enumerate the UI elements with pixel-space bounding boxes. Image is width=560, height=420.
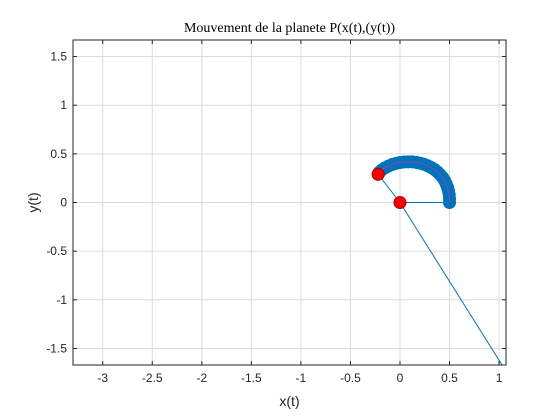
trajectory-segment [423, 163, 428, 167]
trajectory-segment [442, 177, 445, 181]
highlight-point [371, 167, 385, 181]
trajectory-segment [447, 187, 450, 192]
chart-title: Mouvement de la planete P(x(t),(y(t)) [184, 21, 395, 36]
x-axis-label: x(t) [279, 393, 299, 409]
trajectory-segment [444, 180, 447, 185]
x-tick-label: -1 [296, 371, 307, 385]
trajectory-segment [437, 171, 441, 175]
y-tick-label: -1 [56, 293, 67, 307]
x-tick-label: -3 [97, 371, 108, 385]
y-axis-label: y(t) [25, 192, 41, 212]
x-tick-label: -1.5 [241, 371, 262, 385]
x-tick-label: -0.5 [340, 371, 361, 385]
trajectory-segment [391, 162, 397, 166]
trajectory-segment [427, 165, 432, 168]
trajectory-segment [416, 161, 421, 164]
trajectory-segment [395, 162, 401, 164]
trajectory-segment [439, 174, 443, 178]
trajectory-segment [430, 167, 435, 170]
y-tick-label: 0.5 [50, 147, 67, 161]
trajectory-segment [448, 190, 450, 195]
y-tick-label: 0 [60, 196, 67, 210]
x-tick-label: 1 [496, 371, 503, 385]
y-tick-label: 1.5 [50, 50, 67, 64]
trajectory-segment [434, 169, 438, 173]
ticks: -3 -2.5 -2 -1.5 -1 -0.5 0 0.5 1 1.5 1 0.5 0 -0.5 -1 -1.… [46, 40, 506, 385]
trajectory-segment [445, 183, 449, 188]
trajectory-segment [388, 164, 393, 167]
trajectory-segment [384, 165, 389, 169]
x-tick-label: -2 [196, 371, 207, 385]
y-tick-label: 1 [60, 98, 67, 112]
y-tick-label: -1.5 [46, 341, 67, 355]
x-tick-label: -2.5 [142, 371, 163, 385]
x-tick-label: 0 [397, 371, 404, 385]
data-layer [371, 155, 503, 366]
highlight-point [393, 196, 407, 209]
x-tick-label: 0.5 [441, 371, 458, 385]
y-tick-label: -0.5 [46, 244, 67, 258]
trajectory-segment [420, 162, 425, 165]
